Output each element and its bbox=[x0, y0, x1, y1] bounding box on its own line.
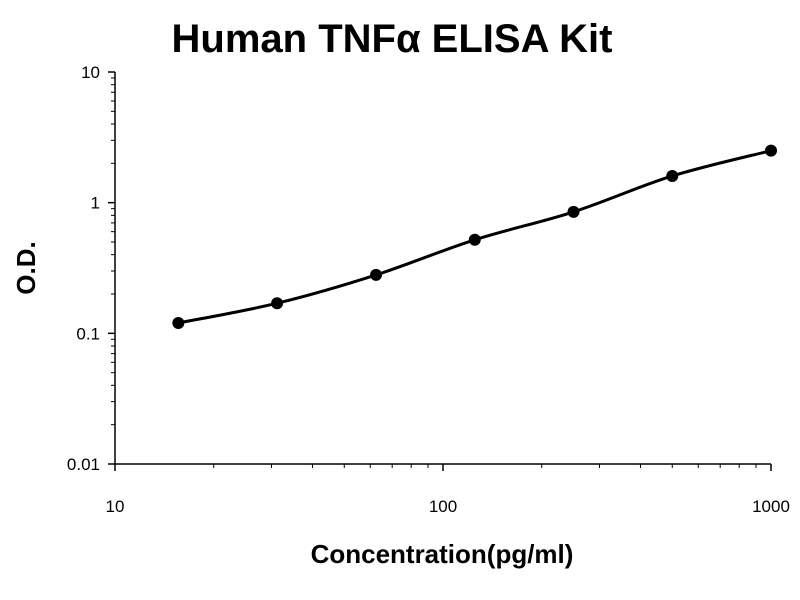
data-point bbox=[567, 205, 580, 218]
y-tick-label: 0.01 bbox=[67, 455, 100, 474]
data-point bbox=[666, 169, 679, 182]
x-tick-label: 10 bbox=[106, 497, 125, 516]
data-point bbox=[765, 144, 777, 157]
data-points bbox=[172, 144, 777, 329]
data-point bbox=[172, 316, 185, 329]
y-axis-title: O.D. bbox=[11, 241, 41, 294]
data-point bbox=[370, 268, 383, 281]
y-tick-label: 1 bbox=[91, 194, 100, 213]
x-tick-label: 100 bbox=[429, 497, 457, 516]
y-axis-ticks: 0.01 0.1 1 10 bbox=[67, 63, 115, 474]
y-tick-label: 10 bbox=[81, 63, 100, 82]
x-axis-title: Concentration(pg/ml) bbox=[311, 539, 574, 569]
x-axis-ticks: 10 100 1000 bbox=[106, 464, 790, 516]
y-tick-label: 0.1 bbox=[76, 324, 100, 343]
chart-title: Human TNFα ELISA Kit bbox=[172, 17, 613, 61]
x-tick-label: 1000 bbox=[752, 497, 790, 516]
data-point bbox=[468, 233, 481, 246]
data-point bbox=[271, 297, 284, 310]
